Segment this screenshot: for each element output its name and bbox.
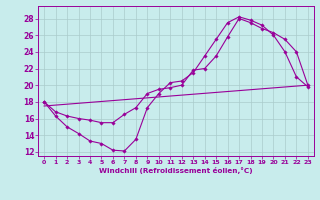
X-axis label: Windchill (Refroidissement éolien,°C): Windchill (Refroidissement éolien,°C) — [99, 167, 253, 174]
